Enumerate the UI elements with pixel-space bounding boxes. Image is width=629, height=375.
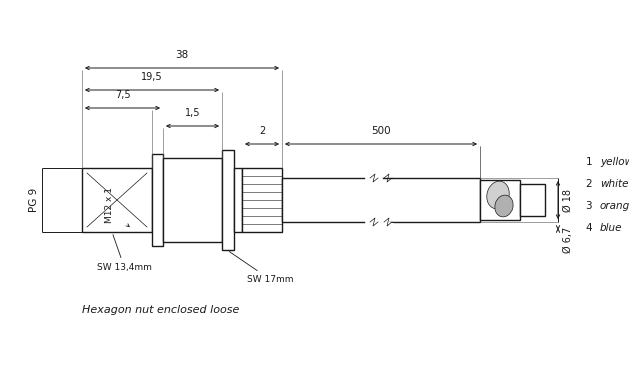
Text: SW 17mm: SW 17mm (230, 252, 294, 284)
Text: 2: 2 (259, 126, 265, 136)
Text: 1: 1 (586, 157, 592, 167)
Text: white: white (600, 179, 628, 189)
Text: 4: 4 (586, 223, 592, 233)
Text: PG 9: PG 9 (29, 188, 39, 212)
Bar (152, 154, 163, 246)
Bar (520, 184, 545, 216)
Text: orange: orange (600, 201, 629, 211)
Ellipse shape (487, 181, 509, 209)
Text: Ø 18: Ø 18 (563, 189, 573, 211)
Text: blue: blue (600, 223, 623, 233)
Text: SW 13,4mm: SW 13,4mm (97, 235, 152, 272)
Text: 3: 3 (586, 201, 592, 211)
Text: Ø 6,7: Ø 6,7 (563, 227, 573, 253)
Text: 1,5: 1,5 (185, 108, 200, 118)
Text: 19,5: 19,5 (141, 72, 163, 82)
Bar (82, 168, 152, 232)
Text: yellow: yellow (600, 157, 629, 167)
Text: M12 x 1: M12 x 1 (104, 187, 113, 223)
Bar (163, 158, 222, 242)
Text: 7,5: 7,5 (114, 90, 130, 100)
Bar (242, 168, 282, 232)
Bar (234, 168, 242, 232)
Text: Hexagon nut enclosed loose: Hexagon nut enclosed loose (82, 305, 240, 315)
Bar (282, 178, 480, 222)
Bar (480, 180, 520, 220)
Bar (222, 150, 234, 250)
Ellipse shape (495, 195, 513, 217)
Text: 500: 500 (371, 126, 391, 136)
Text: 2: 2 (586, 179, 592, 189)
Text: 38: 38 (175, 50, 189, 60)
